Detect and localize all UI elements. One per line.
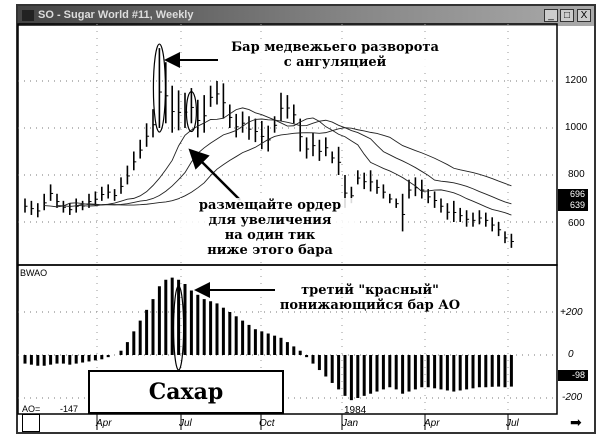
ao-tick: 0	[568, 349, 574, 360]
year-label: 1984	[344, 405, 367, 416]
arrow-icon	[188, 148, 241, 201]
annotation-bearish-bar: Бар медвежьего разворота с ангуляцией	[225, 40, 445, 70]
panel-toggle-button[interactable]	[22, 414, 40, 432]
close-button[interactable]: X	[577, 9, 591, 22]
ao-last-tag: -98	[558, 370, 588, 381]
title-bar: SO - Sugar World #11, Weekly _ □ X	[18, 6, 594, 26]
price-tick: 1000	[565, 122, 588, 133]
highlight-ellipse-entry-bar	[185, 90, 197, 133]
moving-average-line-2	[56, 118, 512, 207]
minimize-button[interactable]: _	[544, 9, 558, 22]
time-label: Oct	[259, 418, 275, 429]
ao-tick: +200	[560, 307, 583, 318]
annotation-line: размещайте ордер	[198, 198, 342, 213]
maximize-button[interactable]: □	[560, 9, 574, 22]
time-label: Apr	[424, 418, 440, 429]
highlight-ellipse-reversal-bar	[152, 43, 166, 133]
ao-readout-label: AO=	[22, 404, 41, 414]
annotation-line: для увеличения	[208, 213, 332, 228]
ao-panel-label: BWAO	[20, 268, 48, 278]
time-label: Apr	[96, 418, 112, 429]
time-label: Jul	[179, 418, 192, 429]
annotation-line: понижающийся бар АО	[279, 298, 461, 313]
annotation-line: на один тик	[224, 228, 316, 243]
window-title: SO - Sugar World #11, Weekly	[38, 9, 194, 21]
annotation-line: ниже этого бара	[207, 243, 333, 258]
annotation-place-order: размещайте ордер для увеличения на один …	[180, 198, 360, 258]
annotation-line: третий "красный"	[301, 283, 439, 298]
time-label: Jul	[506, 418, 519, 429]
window-icon	[22, 10, 34, 21]
annotation-line: Бар медвежьего разворота	[231, 40, 439, 55]
ao-tick: -200	[562, 392, 583, 403]
moving-average-line-1	[76, 127, 512, 207]
scroll-right-arrow-icon[interactable]: ➡	[570, 414, 582, 430]
last-price-tag: 639	[558, 200, 588, 211]
annotation-third-red: третий "красный" понижающийся бар АО	[270, 283, 470, 313]
time-label: Jan	[342, 418, 359, 429]
price-tick: 1200	[565, 75, 588, 86]
ao-readout-value: -147	[60, 404, 79, 414]
annotation-line: с ангуляцией	[283, 55, 387, 70]
last-price-tag: 696	[558, 189, 588, 200]
chart-window: SO - Sugar World #11, Weekly _ □ X	[16, 4, 596, 434]
price-tick: 600	[568, 218, 585, 229]
price-tick: 800	[568, 169, 585, 180]
commodity-label-box: Сахар	[88, 370, 284, 414]
moving-average-line-3	[44, 107, 512, 216]
